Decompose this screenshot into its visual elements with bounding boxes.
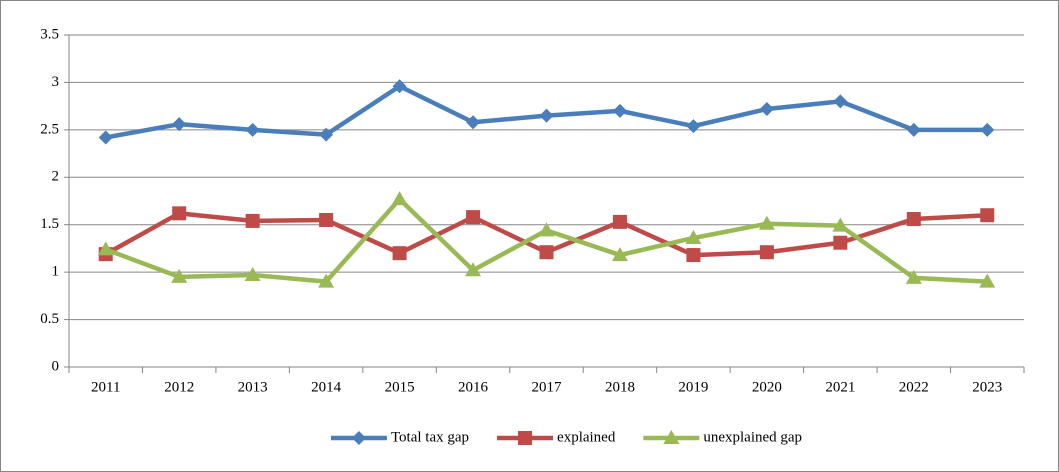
- x-tick-label: 2022: [899, 379, 929, 395]
- y-tick-label: 0: [52, 358, 60, 374]
- data-point: [245, 122, 260, 137]
- y-tick-label: 1.5: [40, 216, 59, 232]
- data-point: [539, 108, 554, 123]
- data-point: [612, 103, 627, 118]
- legend-label: explained: [557, 429, 616, 445]
- data-point: [905, 269, 922, 284]
- x-tick-label: 2011: [91, 379, 120, 395]
- legend-item: explained: [497, 429, 616, 445]
- x-tick-label: 2018: [605, 379, 635, 395]
- x-tick-label: 2019: [678, 379, 708, 395]
- data-point: [686, 119, 701, 134]
- y-tick-label: 1: [52, 264, 60, 280]
- legend-marker: [518, 431, 533, 445]
- data-point: [244, 266, 261, 281]
- data-point: [392, 246, 407, 261]
- data-point: [833, 235, 848, 250]
- x-tick-label: 2017: [532, 379, 563, 395]
- data-point: [392, 79, 407, 94]
- data-point: [539, 245, 554, 260]
- x-tick-label: 2021: [825, 379, 855, 395]
- data-point: [611, 247, 628, 262]
- y-tick-label: 3.5: [40, 26, 59, 42]
- data-point: [172, 117, 187, 132]
- data-point: [172, 206, 187, 221]
- data-point: [171, 268, 188, 283]
- legend-item: Total tax gap: [330, 429, 469, 445]
- y-tick-label: 3: [52, 74, 60, 90]
- data-point: [319, 212, 334, 227]
- legend-marker: [663, 430, 680, 444]
- data-point: [758, 215, 775, 230]
- data-point: [245, 213, 260, 228]
- data-point: [319, 127, 334, 142]
- y-tick-label: 2.5: [40, 121, 59, 137]
- data-point: [97, 241, 114, 256]
- x-tick-label: 2015: [385, 379, 415, 395]
- data-point: [980, 208, 995, 223]
- data-point: [538, 222, 555, 237]
- data-point: [318, 273, 335, 288]
- legend-label: unexplained gap: [703, 429, 802, 445]
- data-point: [685, 229, 702, 244]
- data-point: [686, 248, 701, 263]
- data-point: [465, 262, 482, 277]
- x-tick-label: 2013: [238, 379, 268, 395]
- data-point: [466, 115, 481, 130]
- data-point: [906, 212, 921, 227]
- data-point: [979, 273, 996, 288]
- data-point: [466, 210, 481, 225]
- data-point: [833, 94, 848, 109]
- x-tick-label: 2023: [972, 379, 1002, 395]
- data-point: [832, 217, 849, 232]
- data-point: [612, 214, 627, 229]
- data-point: [98, 130, 113, 145]
- legend-item: unexplained gap: [643, 429, 802, 445]
- x-tick-label: 2012: [164, 379, 194, 395]
- data-point: [980, 122, 995, 137]
- data-point: [906, 122, 921, 137]
- legend-marker: [351, 431, 366, 445]
- y-tick-label: 0.5: [40, 311, 59, 327]
- data-point: [759, 245, 774, 260]
- x-tick-label: 2014: [311, 379, 342, 395]
- x-tick-label: 2016: [458, 379, 489, 395]
- data-point: [759, 101, 774, 116]
- legend-label: Total tax gap: [391, 429, 469, 445]
- data-point: [391, 191, 408, 206]
- y-tick-label: 2: [52, 169, 60, 185]
- x-tick-label: 2020: [752, 379, 782, 395]
